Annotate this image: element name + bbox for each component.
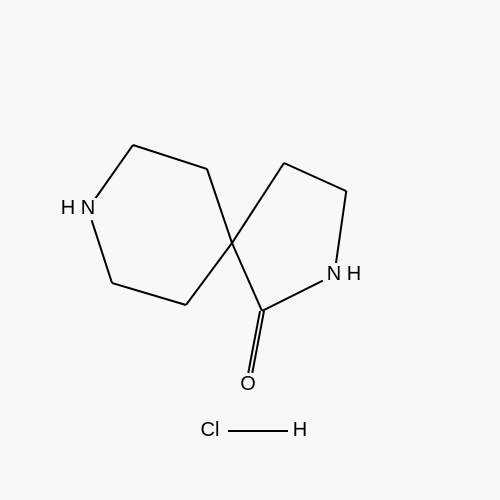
hcl-cl: Cl (199, 420, 222, 440)
bond-line (231, 162, 285, 243)
bond-line (185, 242, 233, 305)
bond-line (262, 279, 324, 311)
bond-line (284, 162, 347, 192)
atom-N1: N (79, 198, 97, 218)
bond-line (335, 191, 347, 263)
molecule-canvas: NHNHOClH (0, 0, 500, 500)
bond-line (91, 220, 113, 283)
bond-line (94, 144, 134, 199)
atom-O1: O (238, 374, 258, 394)
atom-N2-H: H (345, 264, 363, 284)
bond-line (206, 169, 233, 244)
bond-line (228, 430, 288, 432)
atom-N1-H: H (59, 198, 77, 218)
atom-N2: N (325, 264, 343, 284)
bond-line (112, 282, 187, 306)
hcl-h: H (291, 420, 309, 440)
bond-line (133, 144, 208, 170)
bond-line (231, 243, 263, 312)
